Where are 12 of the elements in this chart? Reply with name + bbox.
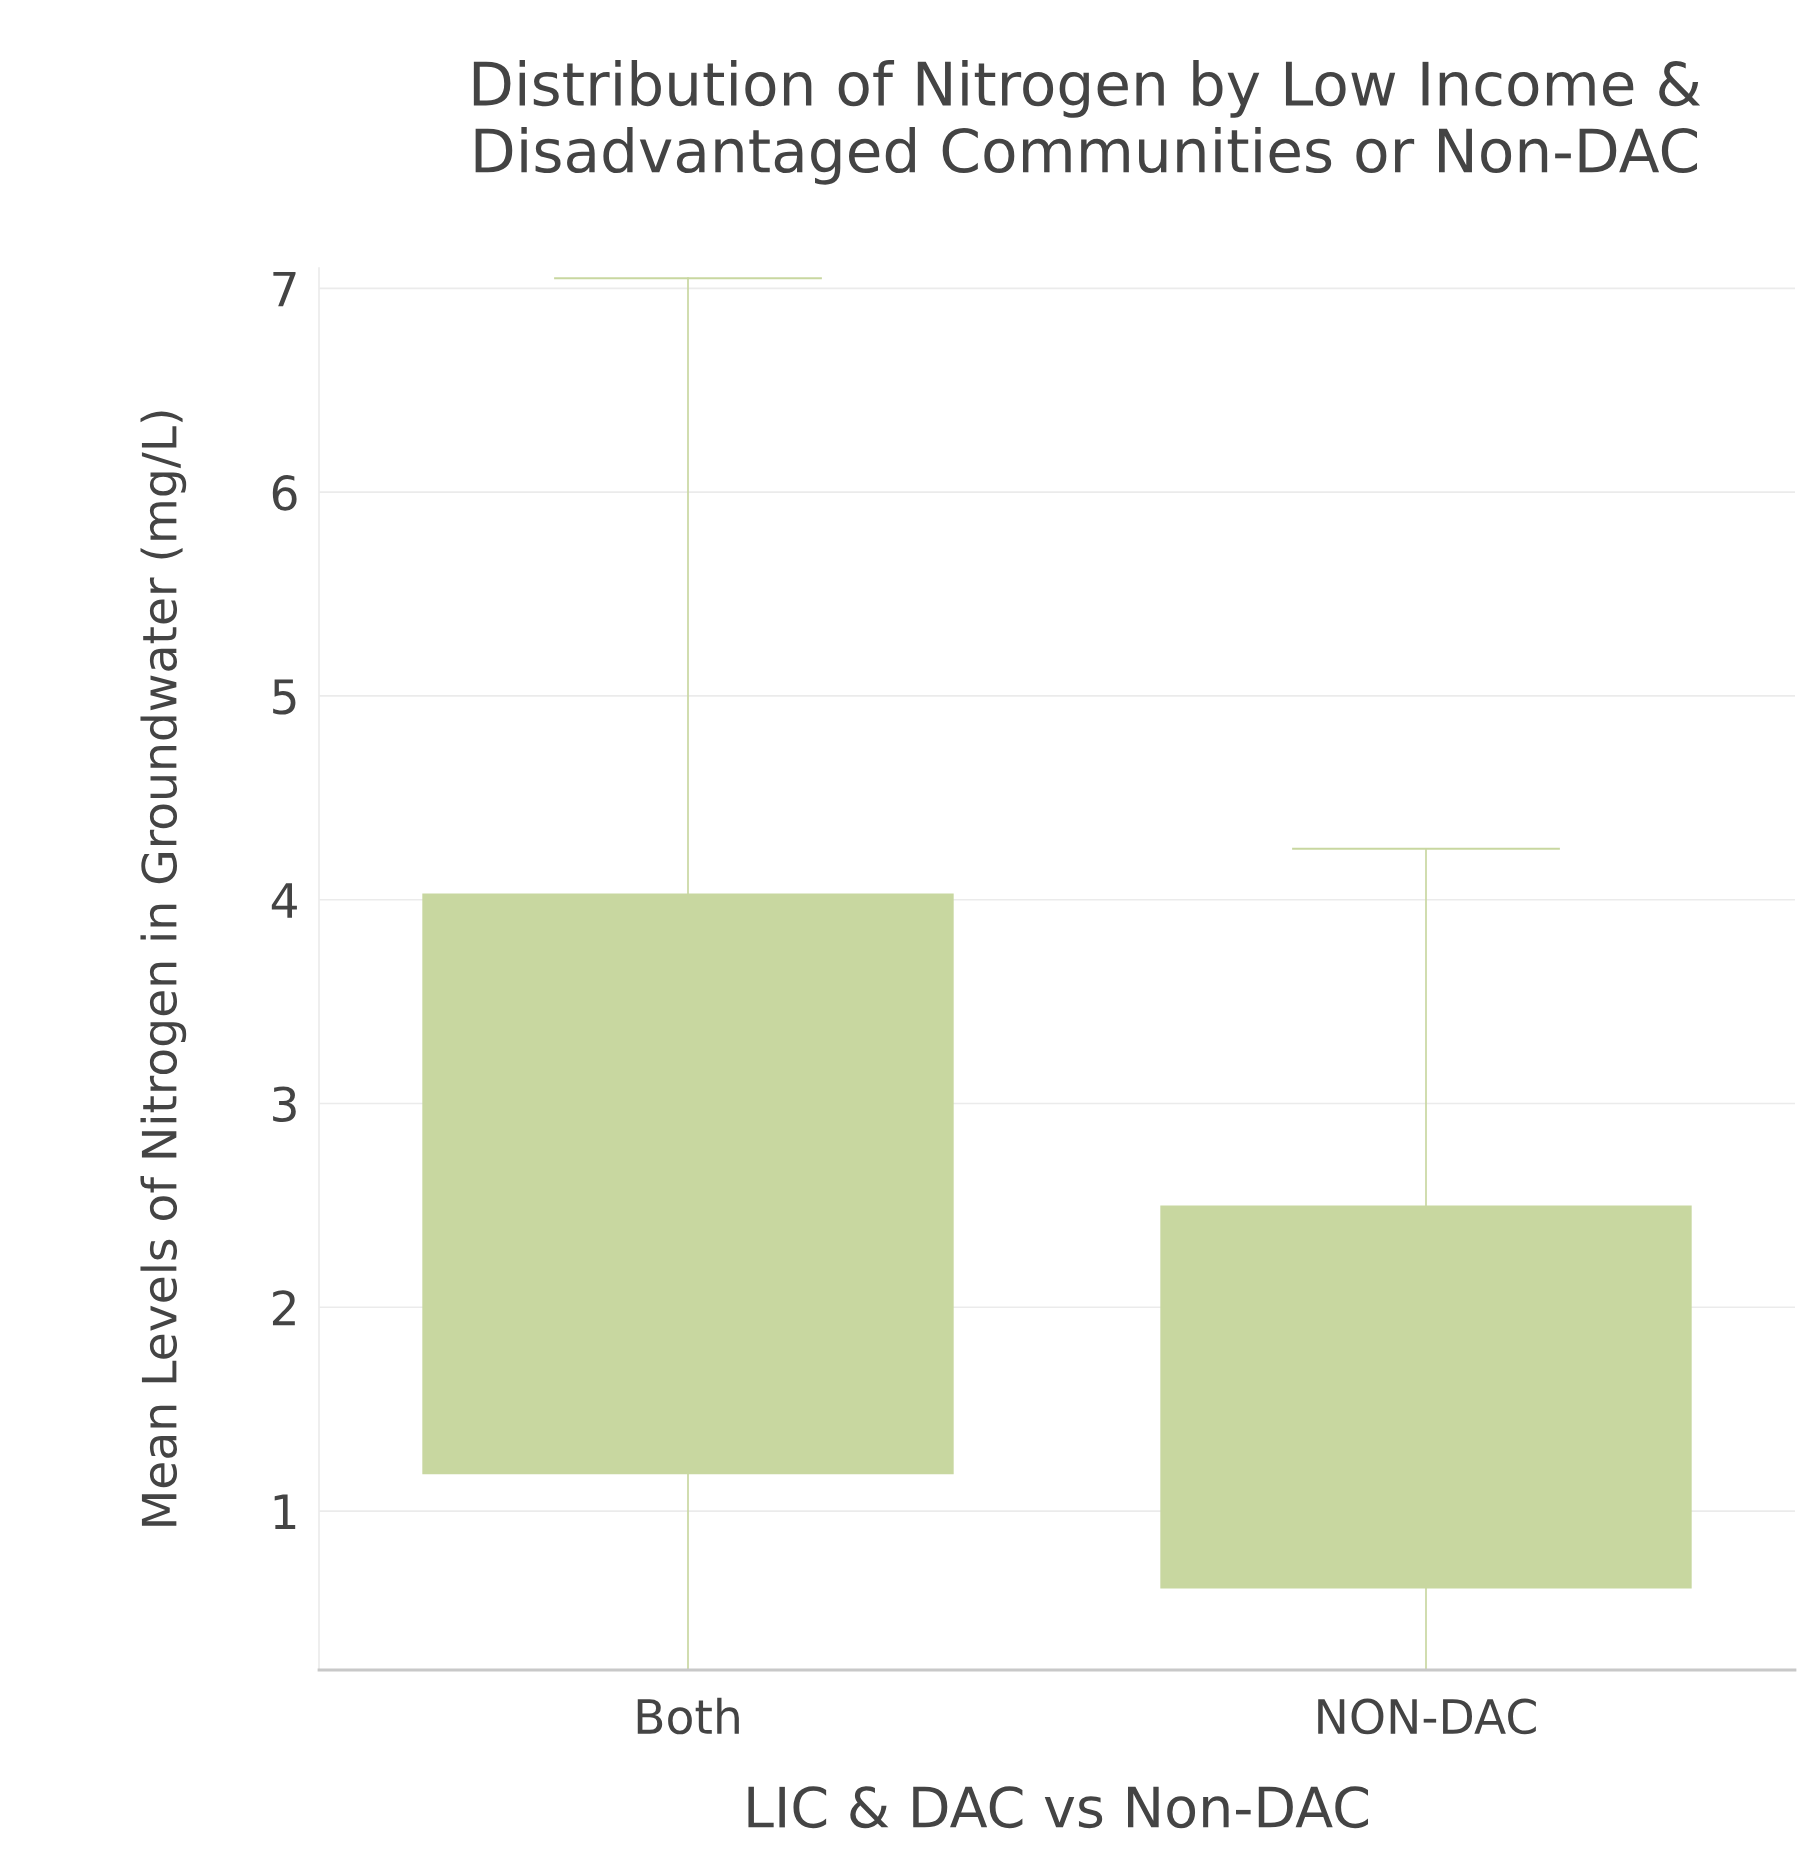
x-tick-label: NON-DAC <box>1318 1698 1536 1735</box>
x-tick-label: Both <box>637 1697 739 1735</box>
y-tick-label: 2 <box>272 1290 295 1326</box>
y-tick-label: 3 <box>273 1086 296 1123</box>
y-tick-label: 5 <box>273 679 296 715</box>
y-tick-label: 6 <box>272 475 297 511</box>
y-tick-label: 7 <box>273 271 296 307</box>
y-tick-label: 1 <box>274 1494 296 1529</box>
y-tick-label: 4 <box>271 883 297 918</box>
x-axis-title: LIC & DAC vs Non-DAC <box>748 1786 1368 1829</box>
y-axis-title: Mean Levels of Nitrogen in Groundwater (mg/L) <box>140 411 187 1526</box>
chart-title: Distribution of Nitrogen by Low Income & Disadvantaged Communities or Non-DAC <box>473 60 1701 185</box>
